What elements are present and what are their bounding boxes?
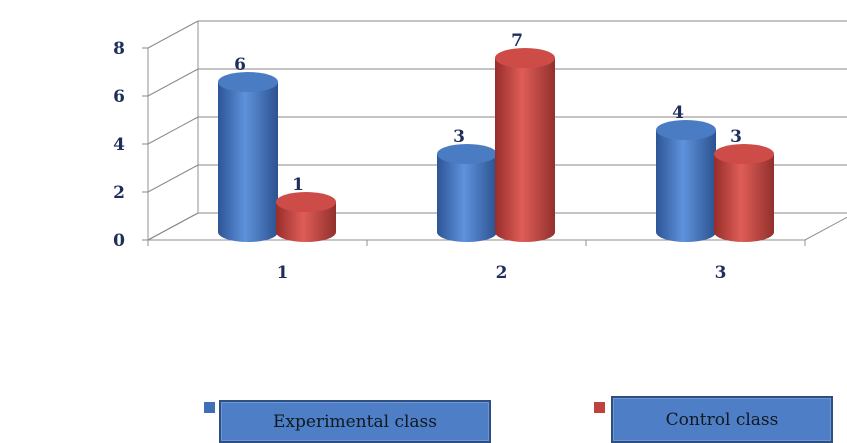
bar-body (437, 154, 497, 242)
bar-top (495, 48, 555, 68)
gridline-diagonal (147, 68, 199, 97)
bar-body (276, 202, 336, 242)
bar-top (714, 144, 774, 164)
bar-body (656, 130, 716, 242)
bar-control-1 (276, 192, 336, 242)
data-label-control-1: 1 (292, 175, 304, 195)
data-label-control-2: 7 (511, 31, 523, 51)
bar-top (656, 120, 716, 140)
y-tick-label: 2 (113, 183, 125, 203)
bar-body (218, 82, 278, 242)
bar-body (714, 154, 774, 242)
gridline-diagonal (147, 212, 199, 241)
data-label-experimental-1: 6 (234, 55, 246, 75)
legend-label-experimental: Experimental class (219, 400, 491, 443)
bar-top (276, 192, 336, 212)
bar-body (495, 58, 555, 242)
bar-top (218, 72, 278, 92)
bar-experimental-1 (218, 72, 278, 242)
gridline-diagonal (147, 116, 199, 145)
x-tick-label: 2 (496, 263, 508, 283)
bar-experimental-2 (437, 144, 497, 242)
y-tick-label: 4 (113, 135, 125, 155)
data-label-experimental-2: 3 (453, 127, 465, 147)
data-labels: 6 3 4 1 7 3 (234, 31, 742, 195)
y-tick-label: 8 (113, 39, 125, 59)
bar-experimental-3 (656, 120, 716, 242)
bar-control-2 (495, 48, 555, 242)
y-axis-ticks: 0 2 4 6 8 (113, 39, 125, 251)
legend-swatch-experimental (204, 402, 215, 413)
bars (218, 48, 774, 242)
x-tick-label: 3 (715, 263, 727, 283)
gridline-diagonal (147, 20, 199, 49)
legend-label-control: Control class (611, 396, 833, 443)
legend-swatch-control (594, 402, 605, 413)
x-axis-ticks: 1 2 3 (277, 263, 727, 283)
data-label-experimental-3: 4 (672, 103, 684, 123)
y-tick-label: 6 (113, 87, 125, 107)
x-tick-label: 1 (277, 263, 289, 283)
bar-top (437, 144, 497, 164)
gridline-diagonal (147, 164, 199, 193)
data-label-control-3: 3 (730, 127, 742, 147)
bar-control-3 (714, 144, 774, 242)
y-tick-label: 0 (113, 231, 125, 251)
